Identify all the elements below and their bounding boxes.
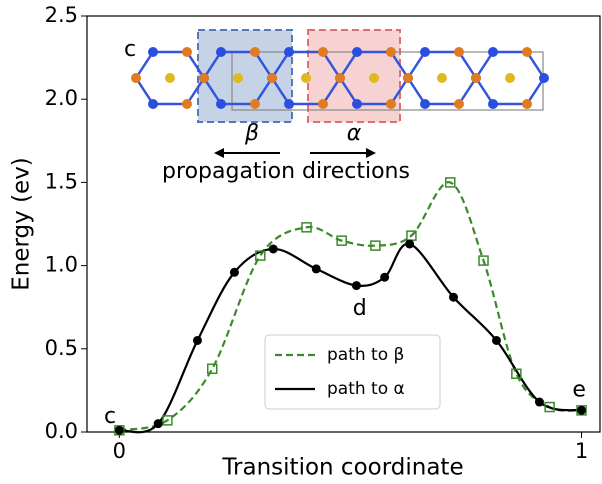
atom xyxy=(131,73,141,83)
legend-label: path to α xyxy=(327,379,405,399)
atom xyxy=(505,73,515,83)
y-tick-label: 2.5 xyxy=(45,3,78,27)
marker xyxy=(449,293,458,302)
marker xyxy=(208,364,217,373)
atom xyxy=(199,73,209,83)
atom xyxy=(488,99,498,109)
atom xyxy=(165,73,175,83)
x-tick-label: 0 xyxy=(113,439,126,463)
marker xyxy=(352,281,361,290)
marker xyxy=(115,426,124,435)
inset: c β α propagation directions xyxy=(124,30,549,184)
beta-region xyxy=(198,30,292,122)
y-tick-label: 1.0 xyxy=(45,253,78,277)
atom xyxy=(250,99,260,109)
y-tick-label: 0.5 xyxy=(45,336,78,360)
atom xyxy=(267,73,277,83)
atom xyxy=(216,99,226,109)
atom xyxy=(420,99,430,109)
atom xyxy=(488,47,498,57)
atom xyxy=(318,47,328,57)
inset-label: c xyxy=(124,37,136,62)
marker xyxy=(492,336,501,345)
annotation: c xyxy=(104,404,116,429)
atom xyxy=(182,99,192,109)
atom xyxy=(386,47,396,57)
atom xyxy=(216,47,226,57)
y-tick-label: 2.0 xyxy=(45,86,78,110)
marker xyxy=(269,244,278,253)
atom xyxy=(471,73,481,83)
x-tick-label: 1 xyxy=(575,439,588,463)
y-axis-label: Energy (ev) xyxy=(9,157,35,291)
atom xyxy=(284,47,294,57)
marker xyxy=(312,264,321,273)
atom xyxy=(369,73,379,83)
atom xyxy=(250,47,260,57)
marker xyxy=(577,406,586,415)
atom xyxy=(318,99,328,109)
arrow-head xyxy=(366,148,376,158)
atom xyxy=(148,47,158,57)
chart: c β α propagation directions Transition … xyxy=(0,0,602,484)
arrow-head xyxy=(214,148,224,158)
marker xyxy=(405,239,414,248)
annotation: d xyxy=(353,296,367,321)
alpha-label: α xyxy=(347,121,362,146)
atom xyxy=(454,99,464,109)
annotation: e xyxy=(572,377,586,402)
y-tick-label: 1.5 xyxy=(45,169,78,193)
atom xyxy=(437,73,447,83)
atom xyxy=(522,47,532,57)
atom xyxy=(420,47,430,57)
atom xyxy=(522,99,532,109)
legend-label: path to β xyxy=(327,345,404,365)
atom xyxy=(233,73,243,83)
beta-label: β xyxy=(244,121,259,146)
inset-caption: propagation directions xyxy=(162,159,410,184)
atom xyxy=(403,73,413,83)
y-tick-label: 0.0 xyxy=(45,419,78,443)
marker xyxy=(380,273,389,282)
atom xyxy=(386,99,396,109)
x-axis-label: Transition coordinate xyxy=(221,455,463,481)
marker xyxy=(193,336,202,345)
atom xyxy=(352,47,362,57)
marker xyxy=(230,268,239,277)
atom xyxy=(335,73,345,83)
atom xyxy=(301,73,311,83)
marker xyxy=(535,398,544,407)
atom xyxy=(148,99,158,109)
atom xyxy=(284,99,294,109)
atom xyxy=(539,73,549,83)
marker xyxy=(154,419,163,428)
atom xyxy=(182,47,192,57)
atom xyxy=(352,99,362,109)
atom xyxy=(454,47,464,57)
